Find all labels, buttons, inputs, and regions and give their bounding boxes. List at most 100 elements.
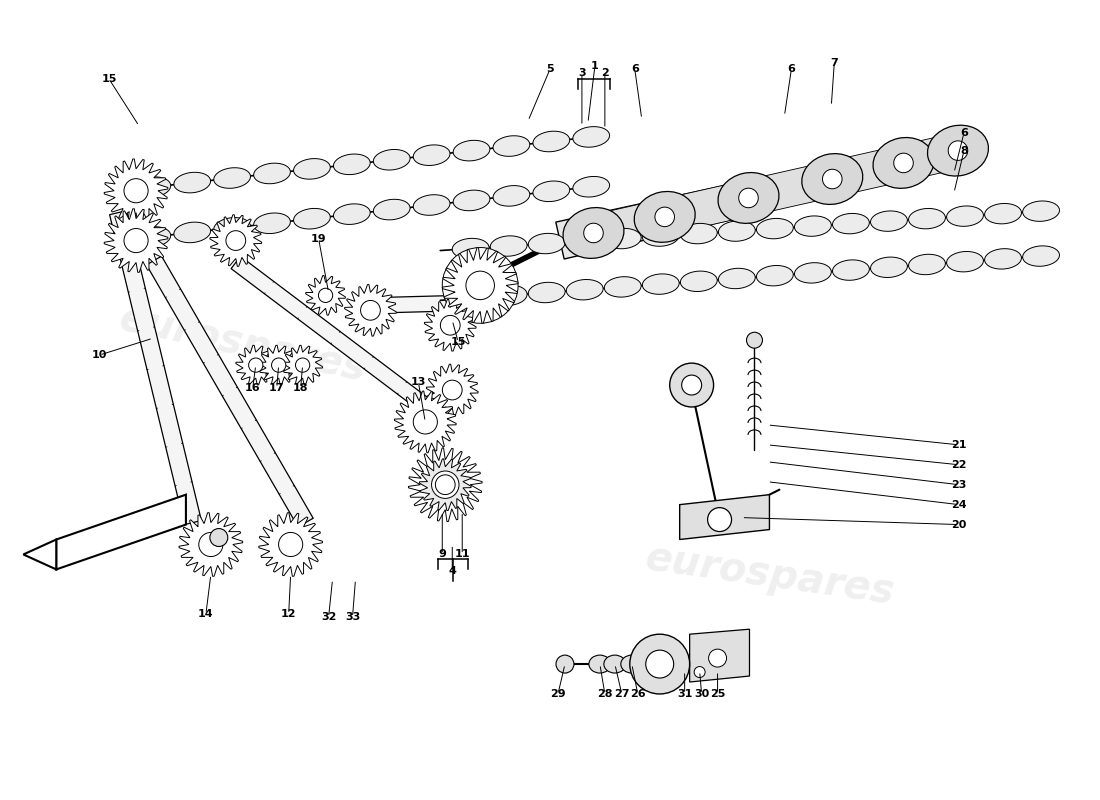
Text: 19: 19 xyxy=(311,234,327,243)
Circle shape xyxy=(466,271,494,300)
Circle shape xyxy=(630,634,690,694)
Text: 6: 6 xyxy=(630,64,639,74)
Ellipse shape xyxy=(870,257,907,278)
Ellipse shape xyxy=(757,218,793,238)
Circle shape xyxy=(708,649,727,667)
Text: 24: 24 xyxy=(952,500,967,510)
Polygon shape xyxy=(235,346,276,385)
Text: 9: 9 xyxy=(438,550,447,559)
Ellipse shape xyxy=(588,655,610,673)
Circle shape xyxy=(272,358,286,372)
Polygon shape xyxy=(104,209,168,272)
Text: 10: 10 xyxy=(91,350,107,360)
Polygon shape xyxy=(680,494,769,539)
Polygon shape xyxy=(590,199,669,250)
Polygon shape xyxy=(745,162,836,215)
Ellipse shape xyxy=(927,126,989,176)
Circle shape xyxy=(707,508,732,531)
Ellipse shape xyxy=(528,282,565,302)
Ellipse shape xyxy=(604,228,641,249)
Polygon shape xyxy=(556,131,982,259)
Polygon shape xyxy=(900,133,961,181)
Text: 3: 3 xyxy=(579,68,585,78)
Text: 7: 7 xyxy=(830,58,838,68)
Ellipse shape xyxy=(681,271,717,291)
Ellipse shape xyxy=(134,226,170,247)
Circle shape xyxy=(361,301,381,320)
Ellipse shape xyxy=(534,131,570,152)
Ellipse shape xyxy=(604,277,641,297)
Ellipse shape xyxy=(452,288,490,308)
Polygon shape xyxy=(427,364,478,416)
Polygon shape xyxy=(283,346,322,385)
Ellipse shape xyxy=(453,190,490,210)
Ellipse shape xyxy=(947,206,983,226)
Text: 8: 8 xyxy=(960,146,968,156)
Ellipse shape xyxy=(573,177,609,197)
Polygon shape xyxy=(23,539,56,570)
Circle shape xyxy=(442,380,462,400)
Ellipse shape xyxy=(414,194,450,215)
Text: 13: 13 xyxy=(410,377,426,387)
Ellipse shape xyxy=(213,168,251,188)
Ellipse shape xyxy=(491,236,527,256)
Ellipse shape xyxy=(534,181,570,202)
Text: 5: 5 xyxy=(547,64,553,74)
Text: 26: 26 xyxy=(630,689,646,699)
Polygon shape xyxy=(395,391,456,453)
Text: eurospares: eurospares xyxy=(116,298,370,390)
Ellipse shape xyxy=(718,221,756,242)
Circle shape xyxy=(124,229,148,253)
Circle shape xyxy=(584,223,603,242)
Ellipse shape xyxy=(718,268,756,289)
Circle shape xyxy=(278,533,303,557)
Polygon shape xyxy=(146,256,314,527)
Text: 22: 22 xyxy=(952,460,967,470)
Polygon shape xyxy=(258,513,322,576)
Ellipse shape xyxy=(642,274,679,294)
Polygon shape xyxy=(408,448,482,522)
Ellipse shape xyxy=(909,254,945,274)
Ellipse shape xyxy=(491,285,527,306)
Text: 23: 23 xyxy=(952,480,967,490)
Text: 33: 33 xyxy=(345,612,360,622)
Circle shape xyxy=(199,533,223,557)
Text: 4: 4 xyxy=(449,566,456,577)
Ellipse shape xyxy=(174,172,210,193)
Ellipse shape xyxy=(681,223,717,244)
Text: 32: 32 xyxy=(321,612,337,622)
Circle shape xyxy=(296,358,310,372)
Ellipse shape xyxy=(333,154,371,174)
Ellipse shape xyxy=(802,154,862,205)
Circle shape xyxy=(823,170,843,189)
Ellipse shape xyxy=(294,209,330,229)
Text: 27: 27 xyxy=(614,689,629,699)
Text: 16: 16 xyxy=(245,383,261,393)
Text: 30: 30 xyxy=(694,689,710,699)
Text: 28: 28 xyxy=(597,689,613,699)
Ellipse shape xyxy=(909,209,945,229)
Polygon shape xyxy=(179,513,243,576)
Circle shape xyxy=(670,363,714,407)
Polygon shape xyxy=(425,299,476,351)
Ellipse shape xyxy=(213,218,251,238)
Polygon shape xyxy=(110,210,201,525)
Text: 14: 14 xyxy=(198,610,213,619)
Ellipse shape xyxy=(493,136,530,156)
Circle shape xyxy=(556,655,574,673)
Ellipse shape xyxy=(635,191,695,242)
Polygon shape xyxy=(344,285,396,336)
Ellipse shape xyxy=(493,186,530,206)
Ellipse shape xyxy=(757,266,793,286)
Text: 17: 17 xyxy=(268,383,285,393)
Text: 15: 15 xyxy=(451,338,466,347)
Polygon shape xyxy=(442,247,518,323)
Polygon shape xyxy=(306,275,345,315)
Circle shape xyxy=(646,650,673,678)
Ellipse shape xyxy=(134,177,170,198)
Circle shape xyxy=(694,666,705,678)
Ellipse shape xyxy=(452,238,490,258)
Text: 25: 25 xyxy=(710,689,725,699)
Ellipse shape xyxy=(254,213,290,234)
Text: 21: 21 xyxy=(952,440,967,450)
